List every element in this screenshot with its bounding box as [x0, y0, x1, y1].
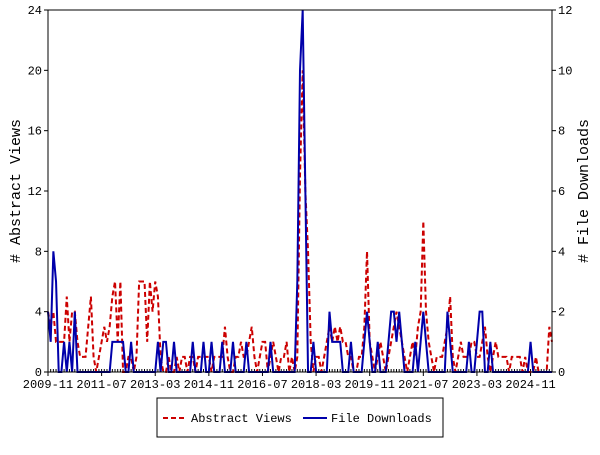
y-tick-label: 12 [28, 185, 42, 199]
x-tick-label: 2018-03 [291, 378, 341, 392]
legend-box [156, 397, 444, 438]
x-tick-label: 2016-07 [237, 378, 287, 392]
x-tick-label: 2024-11 [505, 378, 555, 392]
x-tick-label: 2021-07 [398, 378, 448, 392]
y2-tick-label: 12 [558, 4, 572, 18]
y-tick-label: 20 [28, 64, 42, 78]
x-tick-label: 2014-11 [184, 378, 234, 392]
y2-tick-label: 2 [558, 306, 565, 320]
y-tick-label: 24 [28, 4, 42, 18]
series-line [47, 9, 552, 373]
legend-label: File Downloads [331, 412, 432, 426]
y2-tick-label: 10 [558, 64, 572, 78]
x-tick-label: 2009-11 [23, 378, 73, 392]
plot-frame [47, 9, 553, 373]
x-tick-label: 2019-11 [344, 378, 394, 392]
y2-tick-label: 8 [558, 125, 565, 139]
y2-tick-label: 0 [558, 366, 565, 380]
x-tick-label: 2023-03 [452, 378, 502, 392]
y-axis-label: # Abstract Views [8, 119, 25, 263]
legend-label: Abstract Views [191, 412, 292, 426]
y2-axis-label: # File Downloads [576, 119, 593, 263]
y2-tick-label: 4 [558, 245, 565, 259]
y-tick-label: 0 [35, 366, 42, 380]
y-tick-label: 4 [35, 306, 42, 320]
x-tick-label: 2011-07 [76, 378, 126, 392]
y-tick-label: 8 [35, 245, 42, 259]
y-tick-label: 16 [28, 125, 42, 139]
y2-tick-label: 6 [558, 185, 565, 199]
x-tick-label: 2013-03 [130, 378, 180, 392]
